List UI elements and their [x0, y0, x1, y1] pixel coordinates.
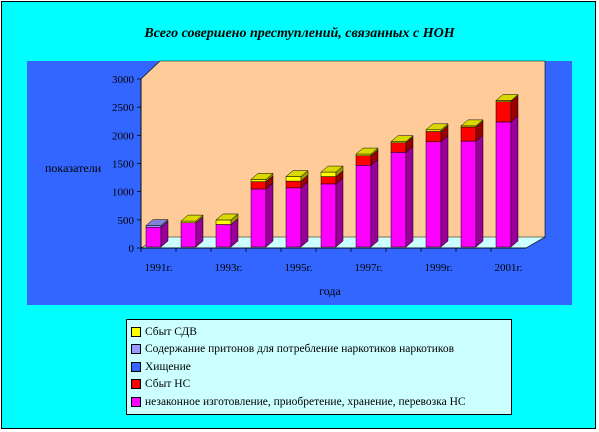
- bar-segment: [390, 152, 407, 248]
- bar-segment: [215, 219, 232, 225]
- bar-segment: [285, 187, 302, 248]
- bar-segment: [250, 179, 267, 182]
- bar-segment: [425, 141, 442, 248]
- y-axis-label: показатели: [45, 161, 102, 175]
- bar-segment-side: [405, 145, 414, 248]
- bar-segment-top: [390, 135, 414, 142]
- bar-segment: [145, 225, 162, 228]
- legend-item: незаконное изготовление, приобретение, х…: [131, 393, 507, 411]
- legend-label: Хищение: [145, 360, 191, 373]
- y-tick-label: 500: [118, 215, 135, 227]
- bar-segment: [180, 222, 197, 248]
- bar-segment-top: [180, 214, 204, 222]
- bar-segment: [355, 165, 372, 248]
- bar-segment-top: [215, 213, 239, 221]
- bar-2001г.: [495, 93, 519, 248]
- bar-1992г.: [180, 214, 204, 248]
- bar-segment: [460, 140, 477, 248]
- y-tick-label: 3000: [112, 74, 135, 86]
- x-tick-label: 1991г.: [144, 262, 172, 274]
- bar-segment: [495, 101, 512, 123]
- bar-segment-side: [370, 158, 379, 248]
- bar-segment-top: [355, 147, 379, 155]
- bar-1999г.: [425, 123, 449, 248]
- legend-swatch: [131, 361, 141, 372]
- legend-label: Содержание притонов для потребление нарк…: [145, 343, 455, 356]
- legend-item: Хищение: [131, 358, 507, 376]
- x-tick-label: 1995г.: [284, 262, 312, 274]
- bar-segment: [250, 188, 267, 248]
- bars-group: [145, 93, 519, 248]
- bar-segment-top: [320, 165, 344, 173]
- bar-segment: [320, 171, 337, 177]
- y-tick-label: 2000: [112, 130, 135, 142]
- x-axis-label: года: [319, 284, 341, 298]
- bar-segment-top: [285, 170, 309, 177]
- bar-1993г.: [215, 213, 239, 248]
- bar-segment-side: [510, 115, 519, 248]
- bar-segment: [425, 131, 442, 142]
- bar-segment: [390, 142, 407, 153]
- legend-swatch: [131, 326, 141, 337]
- bar-1991г.: [145, 219, 169, 248]
- legend-swatch: [131, 379, 141, 390]
- bar-2000г.: [460, 119, 484, 248]
- bar-1996г.: [320, 165, 344, 248]
- bar-segment: [180, 220, 197, 224]
- legend-item: Сбыт СДВ: [131, 323, 507, 341]
- bar-segment: [215, 224, 232, 248]
- chart-title: Всего совершено преступлений, связанных …: [144, 26, 455, 41]
- bar-segment: [355, 153, 372, 156]
- bar-segment-top: [460, 119, 484, 127]
- bar-segment: [285, 180, 302, 189]
- bar-segment-side: [335, 177, 344, 248]
- y-tick-label: 2500: [112, 102, 135, 114]
- bar-segment: [495, 121, 512, 248]
- bar-segment: [250, 181, 267, 190]
- bar-1994г.: [250, 172, 274, 248]
- bar-segment-side: [440, 135, 449, 248]
- bar-segment-top: [495, 94, 519, 101]
- bar-segment: [145, 227, 162, 248]
- legend-swatch: [131, 396, 141, 407]
- bar-segment: [285, 176, 302, 182]
- y-tick-label: 1000: [112, 187, 135, 199]
- bar-segment-side: [265, 182, 274, 248]
- bar-1998г.: [390, 135, 414, 248]
- bar-1997г.: [355, 147, 379, 248]
- bar-segment-top: [425, 123, 449, 131]
- bar-segment-side: [475, 134, 484, 248]
- x-axis: 1991г. 1993г. 1995г. 1997г. 1999г. 2001г.: [140, 247, 526, 274]
- legend-label: незаконное изготовление, приобретение, х…: [145, 395, 466, 408]
- bar-segment-side: [300, 181, 309, 248]
- legend-item: Содержание притонов для потребление нарк…: [131, 341, 507, 359]
- legend: Сбыт СДВ Содержание притонов для потребле…: [126, 319, 512, 415]
- legend-label: Сбыт СДВ: [145, 325, 197, 338]
- x-tick-label: 2001г.: [494, 262, 522, 274]
- bar-segment: [425, 129, 442, 132]
- x-tick-label: 1993г.: [214, 262, 242, 274]
- bar-segment-top: [250, 173, 274, 180]
- y-tick-label: 1500: [112, 159, 135, 171]
- x-tick-label: 1997г.: [354, 262, 382, 274]
- bar-segment: [320, 176, 337, 185]
- bar-1995г.: [285, 170, 309, 248]
- bar-segment: [320, 183, 337, 248]
- legend-label: Сбыт НС: [145, 378, 191, 391]
- x-tick-label: 1999г.: [424, 262, 452, 274]
- bar-segment: [355, 155, 372, 166]
- bar-segment-top: [145, 219, 169, 226]
- legend-swatch: [131, 344, 141, 355]
- y-tick-label: 0: [129, 243, 135, 255]
- y-axis: 0 500 1000 1500 2000 2500 3000: [112, 74, 142, 255]
- legend-item: Сбыт НС: [131, 376, 507, 394]
- bar-segment: [460, 126, 477, 142]
